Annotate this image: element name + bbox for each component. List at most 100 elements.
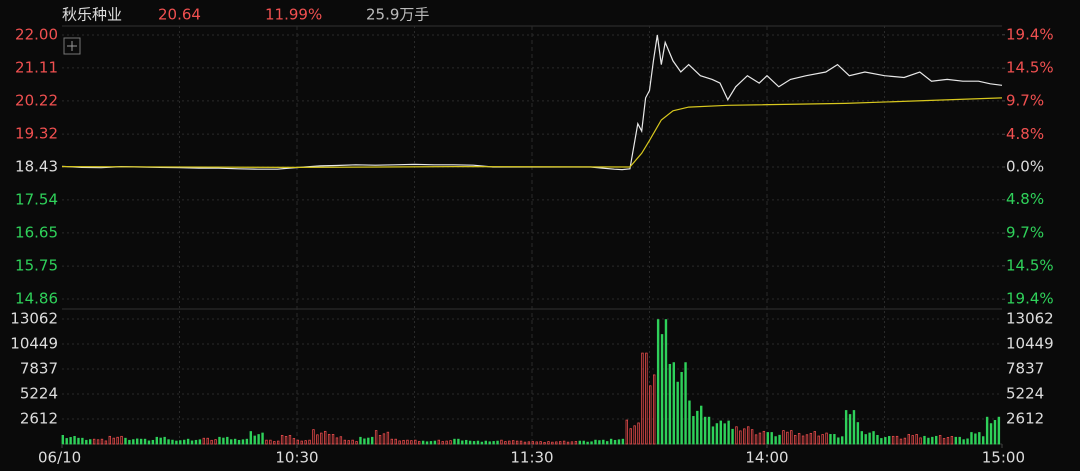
x-tick-label: 06/10: [38, 449, 81, 467]
volume-bar-tick: [805, 434, 809, 445]
volume-bar-tick: [269, 439, 272, 445]
y-tick-label: 7837: [20, 360, 58, 378]
volume-bar-tick: [304, 440, 307, 445]
volume-bar-tick: [300, 440, 303, 445]
volume-bar-tick: [320, 432, 323, 445]
volume-bar-tick: [684, 362, 687, 445]
x-tick-label: 10:30: [275, 449, 318, 467]
y-tick-label: 10449: [10, 335, 58, 353]
volume-bar: [766, 432, 770, 445]
volume-bar-tick: [935, 435, 938, 445]
volume-bar-tick: [339, 436, 343, 445]
volume-bar-tick: [367, 437, 370, 445]
volume-bar-tick: [81, 437, 84, 445]
volume-bar-tick: [754, 434, 758, 445]
volume-bar: [155, 436, 159, 445]
volume-bar-tick: [132, 439, 135, 445]
volume-bar-tick: [480, 441, 484, 445]
volume-bar-tick: [645, 352, 648, 445]
volume-bar-tick: [958, 436, 961, 445]
volume-bar-tick: [402, 439, 405, 445]
volume-bar: [453, 438, 456, 445]
volume-bar-tick: [100, 438, 104, 445]
volume-bar: [625, 419, 629, 445]
y-tick-label: 5224: [20, 385, 58, 403]
y2-tick-label: 9.7%: [1006, 224, 1044, 242]
y2-tick-label: 19.4%: [1006, 290, 1054, 308]
volume-bar-tick: [633, 425, 636, 445]
volume-bar: [719, 420, 723, 445]
volume-bar-tick: [331, 434, 335, 445]
volume-bar: [547, 441, 550, 445]
volume-bar-tick: [214, 439, 217, 445]
volume-bar: [876, 434, 879, 445]
volume-bar-tick: [488, 441, 491, 445]
y2-tick-label: 19.4%: [1006, 26, 1054, 44]
volume-bar: [954, 436, 958, 445]
y-tick-label: 21.11: [15, 58, 58, 76]
volume-bar-tick: [222, 437, 225, 445]
volume-bar-tick: [617, 439, 621, 445]
volume-bar-tick: [927, 437, 930, 445]
volume-bar-tick: [950, 436, 954, 445]
volume-bar-tick: [194, 439, 198, 445]
volume-bar-tick: [441, 441, 444, 445]
volume-bar-tick: [445, 440, 448, 445]
volume-bar-tick: [676, 381, 679, 445]
volume-bar-tick: [786, 431, 789, 445]
volume-bar-tick: [288, 434, 292, 445]
volume-bar-tick: [386, 431, 390, 445]
volume-bar-tick: [649, 385, 652, 445]
volume-bar-tick: [700, 405, 703, 445]
x-tick-label: 14:00: [745, 449, 788, 467]
volume-bar-tick: [833, 434, 836, 445]
volume-bar: [437, 439, 441, 445]
volume-bar-tick: [743, 428, 746, 445]
volume-bar-tick: [723, 423, 726, 445]
volume-bar-tick: [527, 441, 531, 445]
volume-bar-tick: [982, 436, 985, 445]
volume-bar-tick: [253, 435, 256, 445]
volume-bar-tick: [425, 441, 429, 445]
volume-bar-tick: [946, 437, 950, 445]
y2-tick-label: 4.8%: [1006, 125, 1044, 143]
volume-bar-tick: [277, 440, 280, 445]
volume-bar: [343, 439, 347, 445]
volume-bar-tick: [261, 432, 264, 445]
volume-bar: [265, 439, 268, 445]
volume-bar-tick: [112, 437, 115, 445]
volume-bar-tick: [942, 438, 946, 445]
volume-bar-tick: [582, 440, 585, 445]
y-tick-label: 2612: [20, 410, 58, 428]
y-tick-label: 14.86: [15, 290, 58, 308]
volume-bar-tick: [762, 430, 766, 445]
volume-bar-tick: [739, 430, 742, 445]
volume-bar-tick: [613, 439, 617, 445]
volume-bar: [703, 416, 707, 445]
volume-bar: [327, 434, 331, 445]
volume-bar: [813, 431, 817, 445]
volume-bar-tick: [848, 414, 852, 445]
volume-bar-tick: [543, 442, 546, 445]
volume-bar-tick: [351, 439, 354, 445]
volume-bar-tick: [978, 432, 981, 445]
crosshair-button[interactable]: [63, 37, 81, 55]
volume-bar-tick: [660, 334, 664, 445]
volume-bar-tick: [136, 438, 139, 445]
volume-bar-tick: [962, 439, 965, 445]
volume-bar-tick: [151, 439, 155, 445]
volume-bar-tick: [65, 438, 68, 445]
volume-bar-tick: [606, 441, 609, 445]
volume-bar-tick: [96, 439, 100, 445]
volume-bar: [923, 435, 926, 445]
y-tick-label: 19.32: [15, 125, 58, 143]
volume-bar: [202, 437, 206, 445]
volume-bar-tick: [664, 319, 668, 445]
price-line: [61, 97, 1003, 169]
volume-bar-tick: [461, 440, 464, 445]
volume-bar: [218, 436, 221, 445]
stock-name: 秋乐种业: [62, 6, 122, 24]
volume-bar: [688, 400, 691, 445]
volume-bar-tick: [308, 439, 311, 445]
volume-bar-tick: [919, 437, 922, 445]
